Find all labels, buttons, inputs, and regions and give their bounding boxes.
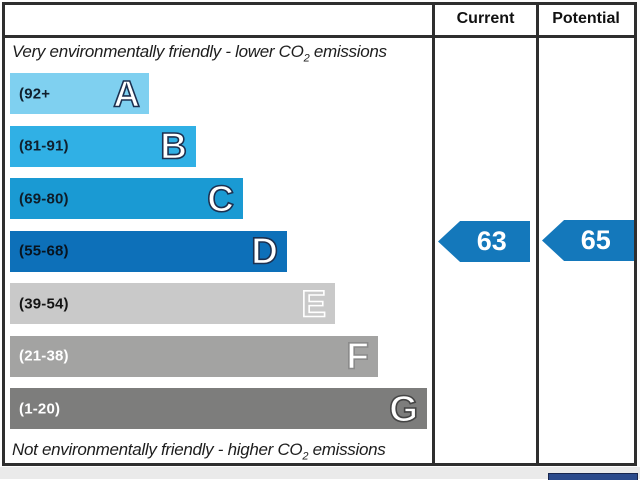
- potential-column-header: Potential: [552, 10, 620, 27]
- bottom-note-text: Not environmentally friendly - higher CO: [12, 440, 303, 459]
- potential-rating-value: 65: [580, 225, 611, 255]
- band-range-label-B: (81-91): [19, 137, 69, 155]
- co2-subscript: 2: [302, 450, 309, 463]
- co2-subscript: 2: [303, 52, 310, 65]
- bottom-strip: [0, 467, 640, 480]
- band-range-label-E: (39-54): [19, 295, 69, 312]
- eu-flag-partial: [548, 473, 638, 480]
- current-column-header: Current: [456, 10, 515, 27]
- band-range-label-G: (1-20): [19, 400, 61, 417]
- current-column-divider: [432, 2, 435, 466]
- band-range-label-C: (69-80): [19, 190, 69, 207]
- band-range-label-D: (55-68): [19, 242, 69, 260]
- band-letter-G: G: [388, 388, 418, 429]
- potential-column-divider: [536, 2, 539, 466]
- band-bar-G: (1-20) G: [10, 388, 427, 429]
- band-letter-E: E: [301, 283, 327, 324]
- top-note-text: Very environmentally friendly - lower CO: [12, 42, 304, 61]
- band-letter-F: F: [346, 335, 370, 377]
- band-letter-C: C: [206, 178, 234, 219]
- header-divider-line: [2, 35, 637, 38]
- band-letter-A: A: [112, 73, 140, 114]
- band-bar-D: (55-68) D: [10, 230, 287, 272]
- band-bar-F: (21-38) F: [10, 335, 378, 377]
- current-rating-arrow: 63: [438, 221, 530, 262]
- top-note-suffix: emissions: [309, 42, 387, 61]
- band-bar-B: (81-91) B: [10, 125, 196, 167]
- band-range-label-A: (92+: [19, 85, 51, 102]
- band-bar-E: (39-54) E: [10, 283, 335, 324]
- bottom-note-suffix: emissions: [308, 440, 386, 459]
- band-bar-C: (69-80) C: [10, 178, 243, 219]
- band-letter-B: B: [159, 125, 187, 167]
- band-letter-D: D: [250, 230, 278, 272]
- band-bar-A: (92+ A: [10, 73, 149, 114]
- bottom-note: Not environmentally friendly - higher CO…: [12, 440, 430, 462]
- top-note: Very environmentally friendly - lower CO…: [12, 42, 430, 64]
- current-rating-value: 63: [476, 226, 507, 256]
- potential-rating-arrow: 65: [542, 220, 634, 261]
- band-range-label-F: (21-38): [19, 347, 69, 365]
